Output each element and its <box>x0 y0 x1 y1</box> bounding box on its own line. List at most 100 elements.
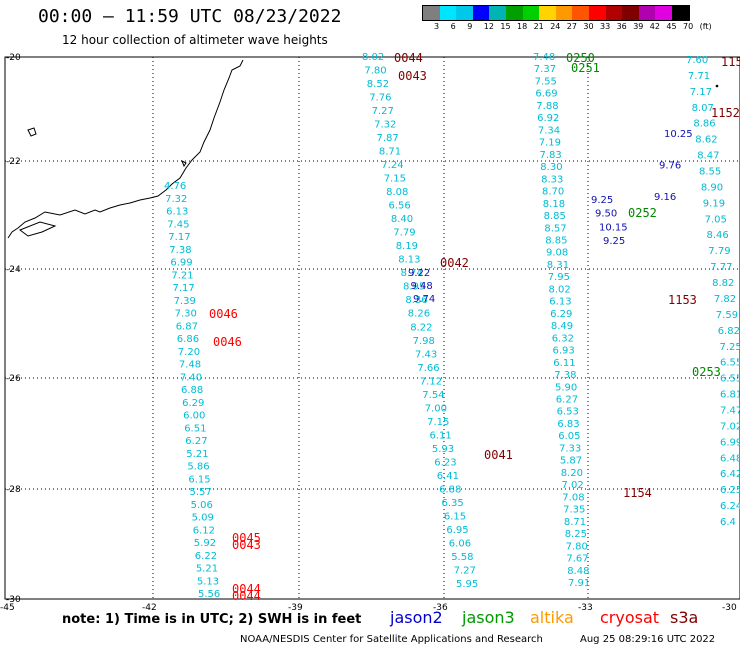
wave-height-value: 7.21 <box>171 270 193 281</box>
wave-height-value: 6.81 <box>720 390 740 401</box>
pass-time-label: 1152 <box>711 106 740 120</box>
wave-height-value: 7.45 <box>167 219 189 230</box>
wave-height-value: 9.50 <box>595 209 617 220</box>
wave-height-value: 7.35 <box>563 505 585 516</box>
wave-height-value: 7.47 <box>720 406 740 417</box>
satellite-jason2: jason2 <box>390 608 443 627</box>
wave-height-value: 6.42 <box>720 469 740 480</box>
wave-height-value: 5.86 <box>187 462 209 473</box>
longitude-label: -33 <box>578 603 593 613</box>
wave-height-value: 7.32 <box>374 120 396 131</box>
pass-time-label: 0046 <box>209 307 238 321</box>
wave-height-value: 6.82 <box>718 326 740 337</box>
scale-swatch <box>638 6 656 20</box>
pass-time-label: 0046 <box>213 335 242 349</box>
track-value-labels: 4.767.326.137.457.177.386.997.217.177.39… <box>164 52 740 600</box>
wave-height-value: 6.88 <box>181 385 203 396</box>
wave-height-value: 7.17 <box>168 232 190 243</box>
scale-label: 27 <box>566 22 577 31</box>
wave-height-value: 6.22 <box>195 551 217 562</box>
wave-height-value: 5.87 <box>560 456 582 467</box>
pass-time-label: 0045 <box>232 531 261 545</box>
wave-height-value: 5.57 <box>190 487 212 498</box>
longitude-label: -39 <box>288 603 303 613</box>
pass-time-label: 0044 <box>232 589 261 603</box>
wave-height-value: 6.86 <box>177 334 199 345</box>
wave-height-value: 6.69 <box>535 89 557 100</box>
latitude-label: -22 <box>6 157 21 167</box>
wave-height-value: 7.27 <box>454 566 476 577</box>
wave-height-value: 8.46 <box>707 230 729 241</box>
wave-height-value: 7.25 <box>720 342 740 353</box>
grid-lines <box>5 57 740 599</box>
wave-height-value: 8.47 <box>697 151 719 162</box>
wave-height-value: 8.62 <box>695 135 717 146</box>
wave-height-value: 5.92 <box>194 538 216 549</box>
wave-height-value: 8.55 <box>699 167 721 178</box>
wave-height-value: 9.16 <box>654 192 676 203</box>
scale-swatch <box>622 6 639 20</box>
satellite-jason3: jason3 <box>462 608 515 627</box>
wave-height-value: 7.15 <box>384 174 406 185</box>
wave-height-value: 7.37 <box>534 64 556 75</box>
wave-height-value: 7.33 <box>559 443 581 454</box>
scale-swatch <box>555 6 573 20</box>
scale-label: 9 <box>467 22 473 31</box>
map-frame <box>4 56 740 600</box>
scale-label: 33 <box>600 22 611 31</box>
wave-height-value: 7.34 <box>538 125 560 136</box>
wave-height-value: 9.76 <box>659 161 681 172</box>
wave-height-value: 7.24 <box>381 160 403 171</box>
wave-height-value: 6.11 <box>430 430 452 441</box>
wave-height-value: 6.00 <box>183 411 205 422</box>
pass-time-label: 0043 <box>232 538 261 552</box>
wave-height-value: 6.48 <box>720 453 740 464</box>
wave-height-value: 7.27 <box>372 106 394 117</box>
wave-height-value: 6.13 <box>549 297 571 308</box>
wave-height-value: 5.21 <box>196 564 218 575</box>
wave-height-value: 7.59 <box>716 310 738 321</box>
wave-height-value: 6.51 <box>184 423 206 434</box>
longitude-label: -30 <box>722 603 737 613</box>
island <box>181 159 187 168</box>
wave-height-value: 7.19 <box>539 138 561 149</box>
wave-height-value: 7.76 <box>369 93 391 104</box>
satellite-s3a: s3a <box>670 608 699 627</box>
wave-height-value: 6.92 <box>537 113 559 124</box>
wave-height-value: 10.25 <box>664 129 693 140</box>
wave-height-value: 5.13 <box>197 576 219 587</box>
wave-height-value: 7.17 <box>690 87 712 98</box>
wave-height-value: 6.35 <box>442 498 464 509</box>
wave-height-value: 6.95 <box>446 525 468 536</box>
island <box>27 127 37 137</box>
wave-height-value: 4.76 <box>164 181 186 192</box>
wave-height-value: 8.31 <box>547 260 569 271</box>
wave-height-value: 6.99 <box>720 437 740 448</box>
wave-height-value: 8.86 <box>693 119 715 130</box>
wave-height-value: 8.25 <box>565 529 587 540</box>
scale-label: 6 <box>450 22 456 31</box>
wave-height-value: 6.23 <box>434 457 456 468</box>
wave-height-value: 8.19 <box>396 241 418 252</box>
scale-label: 36 <box>616 22 627 31</box>
wave-height-value: 5.06 <box>191 500 213 511</box>
scale-swatch <box>505 6 523 20</box>
wave-height-value: 7.77 <box>710 262 732 273</box>
wave-height-value: 9.19 <box>703 198 725 209</box>
wave-height-value: 7.79 <box>393 228 415 239</box>
map-title: 00:00 – 11:59 UTC 08/23/2022 <box>38 6 342 27</box>
wave-height-value: 8.02 <box>362 52 384 63</box>
wave-height-value: 7.60 <box>686 55 708 66</box>
wave-height-value: 8.85 <box>544 211 566 222</box>
wave-height-value: 9.08 <box>546 248 568 259</box>
wave-height-value: 9.48 <box>411 281 433 292</box>
wave-height-value: 5.58 <box>451 552 473 563</box>
scale-swatch <box>539 6 556 20</box>
wave-height-value: 6.27 <box>185 436 207 447</box>
scale-label: 24 <box>550 22 561 31</box>
scale-swatch <box>456 6 473 20</box>
pass-time-label: 1153 <box>668 293 697 307</box>
scale-label: (ft) <box>699 22 712 31</box>
